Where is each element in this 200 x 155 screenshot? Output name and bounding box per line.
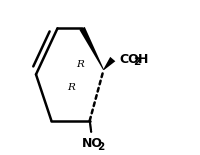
Text: R: R (75, 60, 83, 69)
Text: 2: 2 (133, 58, 140, 67)
Text: CO: CO (118, 53, 138, 66)
Text: H: H (137, 53, 148, 66)
Text: 2: 2 (96, 142, 103, 152)
Polygon shape (103, 57, 115, 70)
Text: NO: NO (82, 137, 103, 150)
Polygon shape (79, 27, 103, 70)
Text: R: R (67, 83, 75, 92)
